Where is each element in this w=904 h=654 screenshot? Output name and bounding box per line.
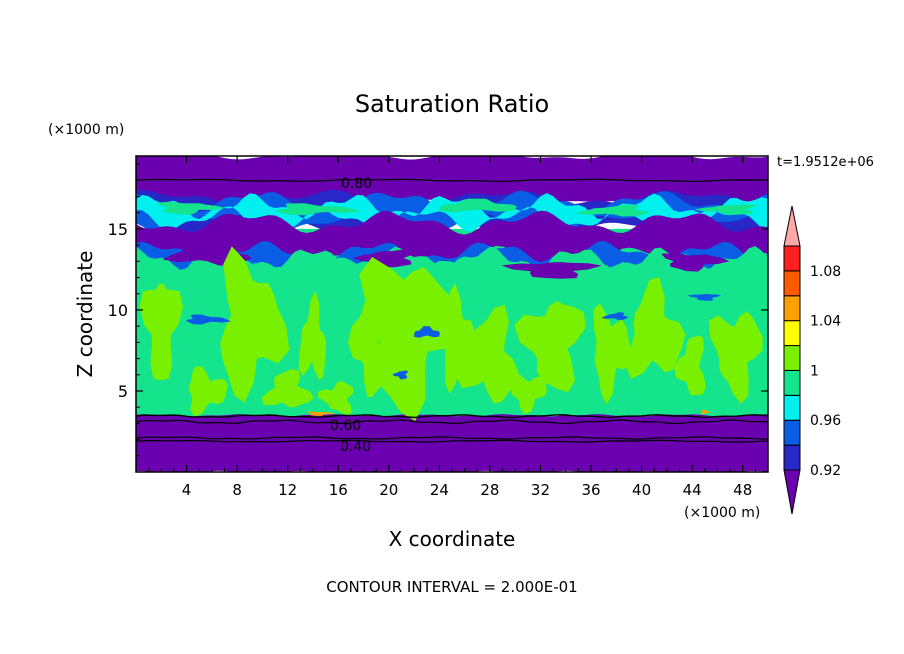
field-purple-patch-2 (501, 262, 602, 279)
y-tick-label: 10 (108, 301, 128, 320)
y-tick-label: 15 (108, 220, 128, 239)
x-tick-label: 8 (232, 481, 242, 499)
field-blue-cell-0 (185, 314, 231, 325)
colorbar-swatch (783, 419, 801, 446)
field-yellow-green-column-8 (593, 303, 632, 405)
contour-label-0-60: 0.60 (330, 418, 361, 434)
field-bottom-band (136, 414, 768, 472)
x-tick-label: 4 (182, 481, 192, 499)
x-tick-label: 12 (278, 481, 297, 499)
plot-area (136, 156, 768, 472)
x-tick-label: 48 (733, 481, 752, 499)
colorbar-tick-label: 0.96 (810, 413, 841, 429)
colorbar-tick-label: 1 (810, 363, 819, 379)
field-blue-cell-2 (601, 312, 629, 320)
field-yellow-green-column-4 (359, 256, 461, 422)
field-yellow-green-column-10 (674, 335, 706, 396)
field-yellow-green-column-2 (298, 291, 327, 381)
contour-label-0-40: 0.40 (340, 439, 371, 455)
field-yellow-green-column-7 (514, 301, 586, 393)
field-upper-cyan (136, 193, 768, 233)
colorbar-swatch (783, 295, 801, 322)
field-upper-green-patch-3 (575, 204, 650, 217)
colorbar-tick-label: 0.92 (810, 463, 841, 479)
field-purple-patch-1 (352, 249, 416, 268)
y-unit-label: (×1000 m) (48, 122, 124, 138)
x-tick-label: 36 (581, 481, 600, 499)
colorbar-top-arrow (783, 205, 801, 247)
field-blue-cell-1 (413, 326, 440, 338)
field-yellow-green-column-9 (625, 277, 686, 379)
field-blue-cell-4 (687, 294, 722, 301)
field-yellow-green-column-1 (220, 246, 290, 403)
field-orange-spot-2 (701, 409, 710, 415)
contour-line-0-80-top (136, 178, 768, 183)
field-orange-spot-1 (306, 411, 336, 416)
x-tick-label: 20 (379, 481, 398, 499)
field-band-green (136, 246, 768, 297)
colorbar-swatch (783, 320, 801, 347)
colorbar-swatch (783, 270, 801, 297)
field-blue-cell-3 (392, 370, 409, 380)
contour-line-0-60 (136, 436, 768, 440)
colorbar-swatch (783, 369, 801, 396)
x-tick-label: 16 (329, 481, 348, 499)
field-yellow-green-column-15 (510, 374, 547, 414)
colorbar-swatch (783, 444, 801, 471)
colorbar-swatch (783, 394, 801, 421)
field-yellow-green-column-13 (261, 369, 314, 408)
chart-title: Saturation Ratio (355, 90, 549, 118)
colorbar-tick-label: 1.04 (810, 314, 841, 330)
colorbar-swatch (783, 245, 801, 272)
colorbar: 1.08 1.04 1 0.96 0.92 (783, 205, 841, 515)
field-upper-green-patch-4 (694, 204, 757, 215)
field-yellow-green-column-14 (317, 380, 354, 416)
field-upper-green-patch-2 (438, 198, 517, 213)
time-label: t=1.9512e+06 (777, 155, 874, 170)
colorbar-swatch (783, 345, 801, 371)
contour-line-0-40 (136, 439, 768, 443)
contour-line-lower-1 (136, 413, 768, 419)
colorbar-tick-label: 1.08 (810, 264, 841, 280)
x-tick-label: 32 (531, 481, 550, 499)
y-axis-title: Z coordinate (73, 251, 97, 378)
colorbar-bottom-arrow (783, 469, 801, 515)
field-yellow-green-column-6 (455, 304, 519, 404)
field-purple-patch-3 (661, 253, 730, 272)
field-yellow-green-column-11 (708, 311, 763, 404)
field-yellow-green-column-12 (188, 366, 228, 417)
field-upper-green-patch-1 (276, 203, 361, 216)
field-yellow-green-column-0 (139, 283, 184, 380)
x-axis-title: X coordinate (389, 527, 516, 551)
x-unit-label: (×1000 m) (684, 505, 760, 521)
x-tick-label: 24 (430, 481, 449, 499)
x-tick-label: 28 (480, 481, 499, 499)
contour-label-0-80-top: 0.80 (341, 176, 372, 192)
y-tick-label: 5 (118, 382, 128, 401)
contour-line-0-80-bottom (136, 419, 768, 425)
contour-interval-footer: CONTOUR INTERVAL = 2.000E-01 (326, 578, 577, 596)
x-tick-label: 44 (683, 481, 702, 499)
x-tick-label: 40 (632, 481, 651, 499)
field-upper-green-patch-0 (156, 201, 226, 215)
